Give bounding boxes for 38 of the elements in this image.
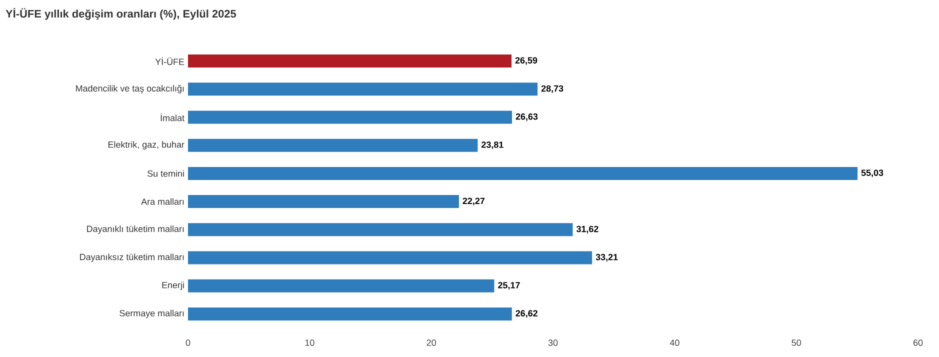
bar (188, 251, 592, 264)
data-label: 28,73 (541, 85, 564, 93)
data-label: 26,59 (515, 57, 538, 65)
x-tick-label: 0 (186, 340, 190, 346)
bar (188, 307, 512, 320)
bar (188, 138, 478, 152)
data-label: 55,03 (861, 170, 884, 178)
data-label: 33,21 (596, 254, 618, 262)
x-tick-label: 20 (426, 340, 436, 346)
data-label: 25,17 (498, 282, 520, 290)
y-tick-label: İmalat (160, 113, 184, 122)
bar (188, 223, 573, 236)
x-tick-label: 30 (548, 340, 558, 346)
chart-title: Yİ-ÜFE yıllık değişim oranları (%), Eylül 2025 (6, 8, 236, 20)
y-tick-label: Dayanıklı tüketim malları (87, 225, 184, 234)
bar (188, 82, 538, 96)
bar (188, 279, 494, 292)
data-label: 26,63 (516, 113, 538, 122)
y-tick-label: Su temini (148, 170, 184, 177)
y-tick-label: Yİ-ÜFE (155, 57, 184, 65)
data-label: 23,81 (482, 142, 504, 150)
y-tick-label: Sermaye malları (120, 310, 184, 318)
y-tick-label: Enerji (162, 282, 184, 290)
y-tick-label: Dayanıksız tüketim malları (80, 254, 184, 262)
bar (188, 195, 459, 208)
y-tick-label: Elektrik, gaz, buhar (108, 141, 184, 150)
x-tick-label: 60 (913, 340, 923, 346)
data-label: 31,62 (576, 226, 598, 234)
x-tick-label: 10 (305, 340, 314, 346)
x-tick-label: 50 (792, 340, 801, 346)
bar (188, 54, 512, 68)
data-label: 26,62 (516, 310, 538, 318)
x-tick-label: 40 (670, 340, 680, 346)
y-tick-label: Ara malları (141, 198, 184, 205)
bar (188, 166, 858, 180)
y-tick-label: Madencilik ve taş ocakcılığı (76, 84, 184, 94)
bar (188, 110, 512, 124)
data-label: 22,27 (462, 198, 485, 206)
